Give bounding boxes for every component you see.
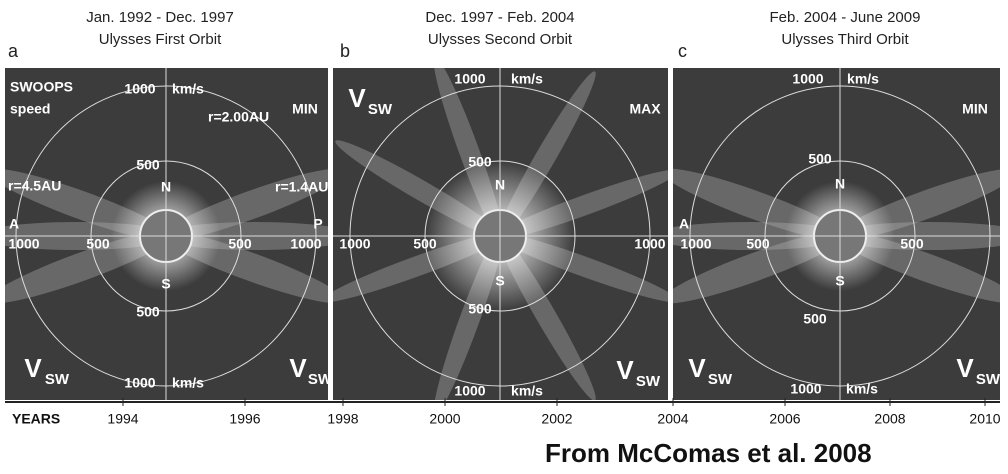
panel-label: 1000 [124,375,155,391]
timeline-title: YEARS [12,411,60,427]
panel-label: 500 [228,236,252,252]
panel-label: S [161,276,170,292]
panel-label: N [835,176,845,192]
panel-label: 500 [413,236,437,252]
panel-label: V [616,355,634,385]
year-label: 2000 [429,411,460,427]
year-label: 2002 [541,411,572,427]
panel-label: V [688,353,706,383]
panel-label: km/s [847,71,879,87]
panel-label: S [495,273,504,289]
panel-label: 1000 [680,236,711,252]
panel-letter: c [678,41,687,61]
panel-label: S [835,273,844,289]
panel-label: N [161,179,171,195]
panel-label: 500 [803,311,827,327]
panel-label: P [313,216,322,232]
panel-label: 500 [468,301,492,317]
panel-label: km/s [172,375,204,391]
panel-label: 500 [468,154,492,170]
panel-label: V [24,353,42,383]
panel-label: 1000 [8,236,39,252]
year-label: 1996 [229,411,260,427]
panel-label: SWOOPS [10,79,73,95]
panel-label: speed [10,101,50,117]
year-label: 2004 [657,411,688,427]
figure: From McComas et al. 2008 YEARS Jan. 1992… [0,0,1008,474]
panel-label: V [348,83,366,113]
panel-label: 1000 [634,236,665,252]
panel-label: 1000 [454,383,485,399]
panel-label: 500 [86,236,110,252]
panel-label: km/s [511,383,543,399]
panel-label: MAX [629,101,661,117]
panel-orbit: Ulysses Third Orbit [781,31,909,48]
panel-label: 500 [136,157,160,173]
panel-letter: a [8,41,19,61]
panel-label: V [956,353,974,383]
panel-label: MIN [292,101,318,117]
panel-label: SW [976,371,1001,388]
year-label: 2008 [874,411,905,427]
panel-label: 1000 [290,236,321,252]
panel-label: r=1.4AU [275,179,328,195]
panel-label: 500 [900,236,924,252]
panel-label: km/s [511,71,543,87]
year-label: 2006 [769,411,800,427]
panel-label: N [495,177,505,193]
panel-label: SW [708,371,733,388]
credit: From McComas et al. 2008 [545,438,872,468]
panel-label: r=4.5AU [8,178,61,194]
panel-label: 1000 [792,71,823,87]
panel-orbit: Ulysses First Orbit [99,31,222,48]
panel-label: SW [636,373,661,390]
panel-label: 500 [136,304,160,320]
panel-period: Jan. 1992 - Dec. 1997 [86,9,234,26]
panel-label: km/s [846,381,878,397]
panel-label: 1000 [124,81,155,97]
panel-letter: b [340,41,350,61]
panel-label: SW [308,371,333,388]
panel-period: Feb. 2004 - June 2009 [770,9,921,26]
year-label: 1998 [327,411,358,427]
panel-label: km/s [172,81,204,97]
year-label: 2010 [969,411,1000,427]
panel-label: 1000 [790,381,821,397]
panel-label: 1000 [339,236,370,252]
panel-label: V [289,353,307,383]
panel-label: 500 [746,236,770,252]
panel-orbit: Ulysses Second Orbit [428,31,573,48]
panel-label: SW [368,101,393,118]
panel-label: A [9,216,19,232]
panel-label: A [679,216,689,232]
year-label: 1994 [107,411,138,427]
panel-label: 500 [808,151,832,167]
panel-label: MIN [962,101,988,117]
panel-label: r=2.00AU [208,109,269,125]
panel-label: 1000 [454,71,485,87]
panel-label: SW [45,371,70,388]
panel-period: Dec. 1997 - Feb. 2004 [425,9,574,26]
